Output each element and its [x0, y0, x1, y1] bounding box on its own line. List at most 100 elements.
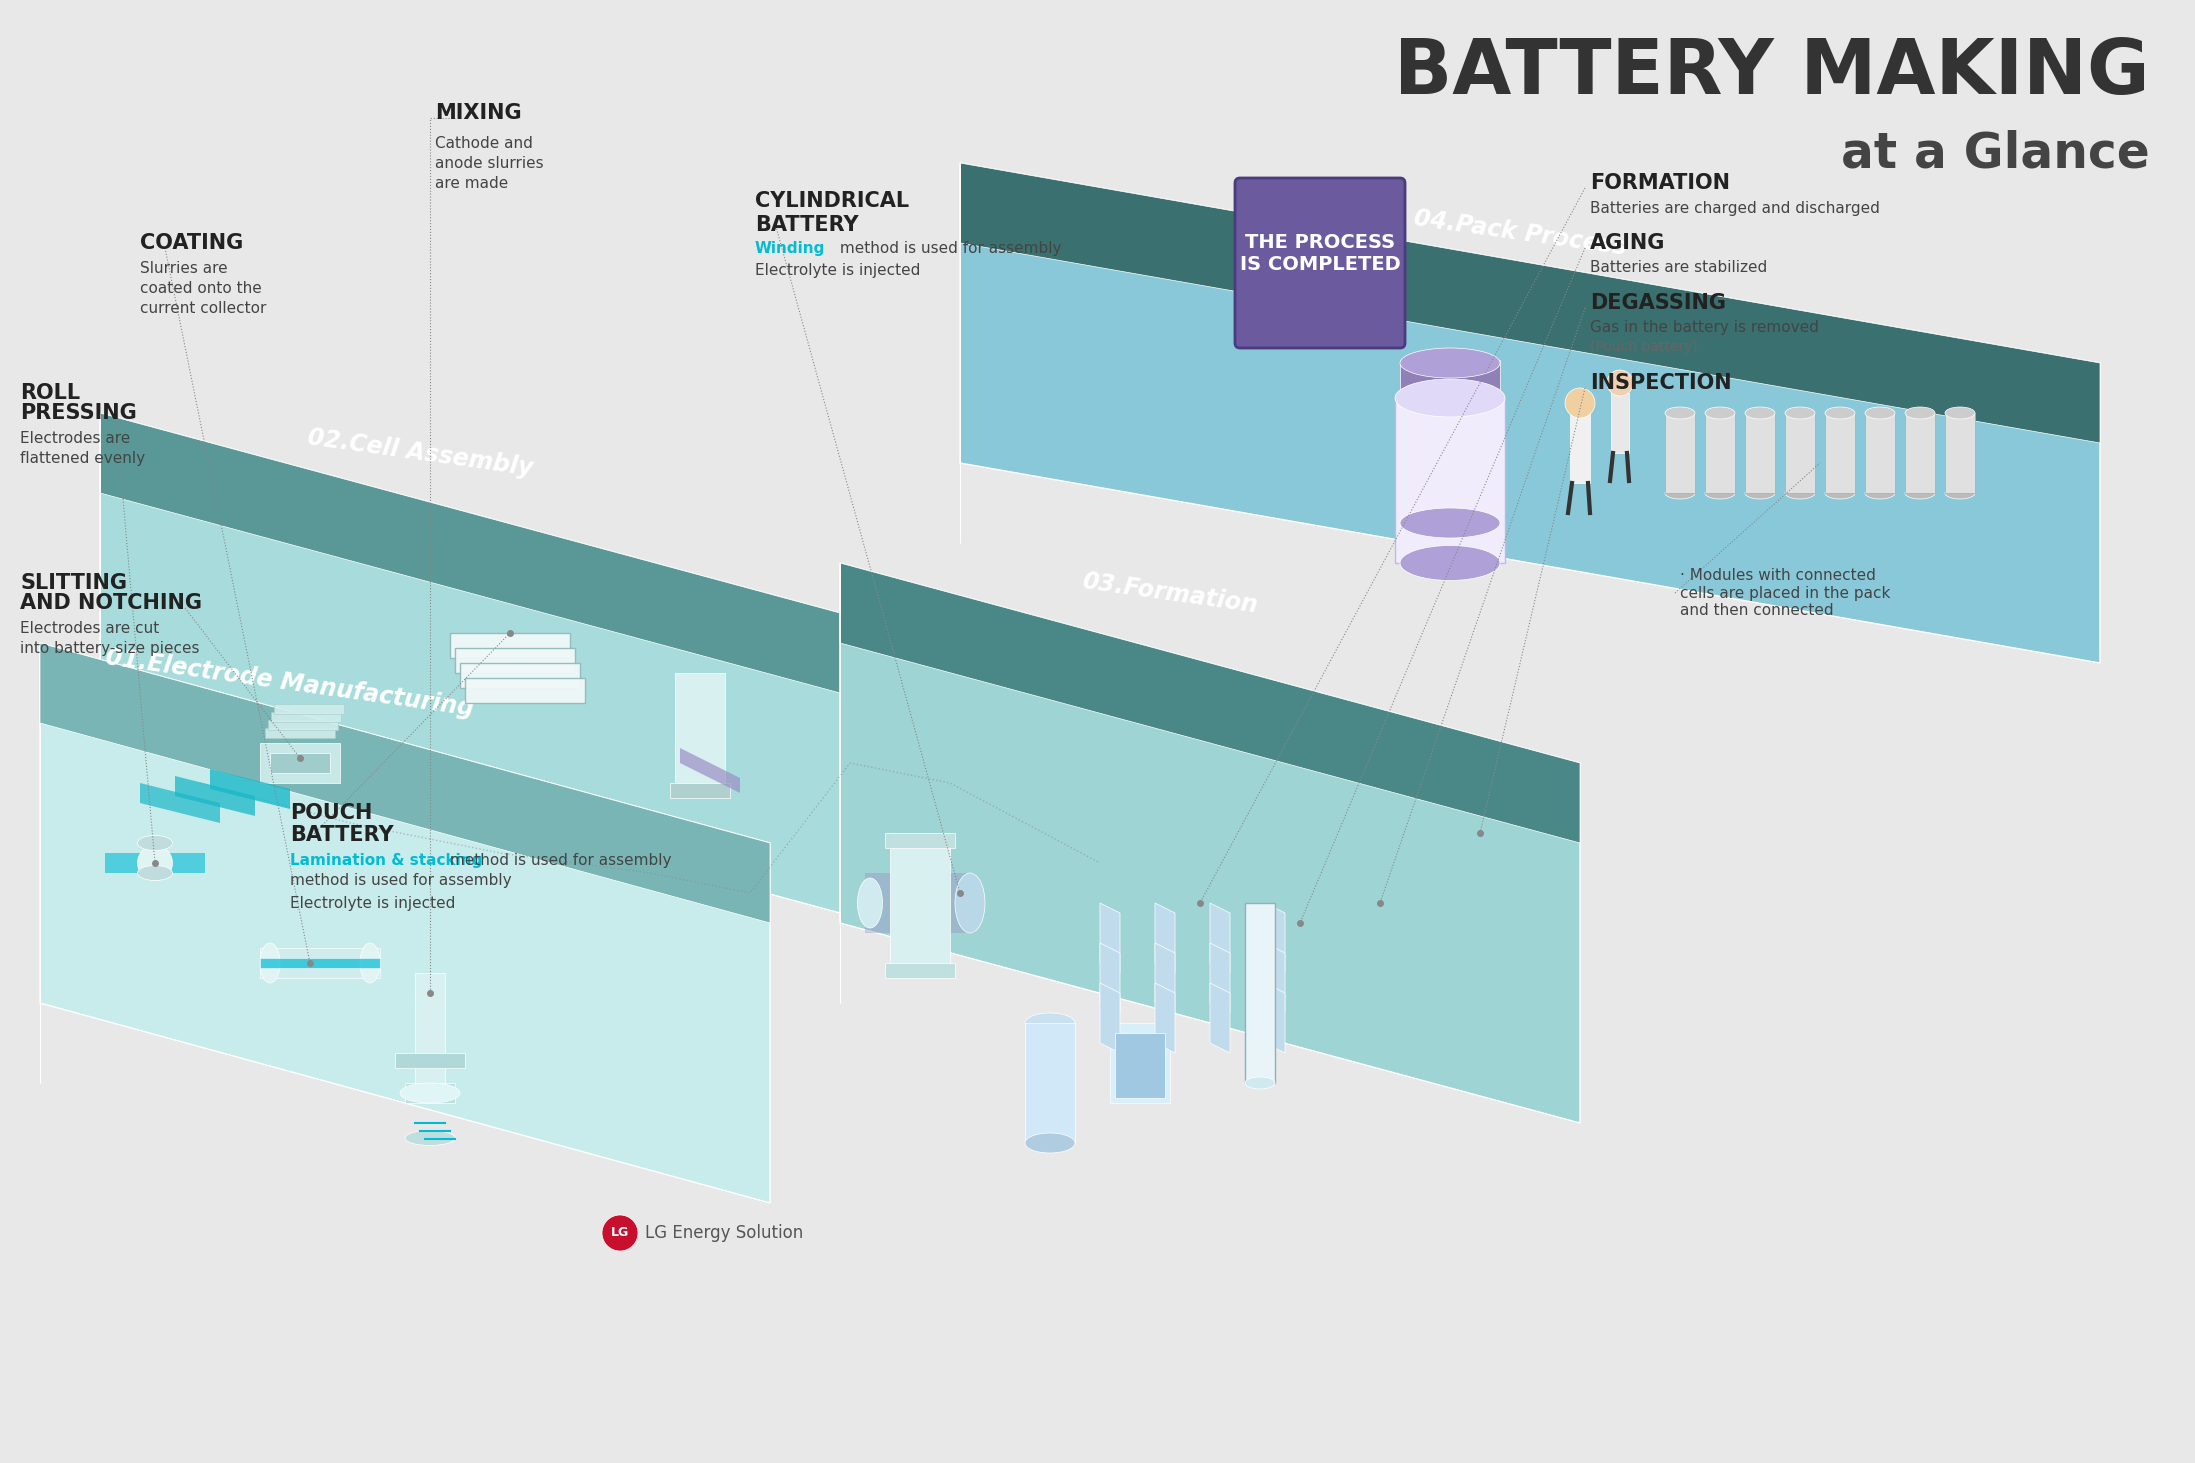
Text: LG: LG: [610, 1226, 630, 1239]
FancyBboxPatch shape: [1236, 178, 1405, 348]
Circle shape: [601, 1214, 639, 1251]
Polygon shape: [959, 162, 2101, 443]
Ellipse shape: [955, 873, 986, 933]
Ellipse shape: [1400, 388, 1499, 418]
Polygon shape: [1155, 903, 1174, 973]
Text: Batteries are stabilized: Batteries are stabilized: [1589, 259, 1767, 275]
Polygon shape: [140, 783, 220, 824]
Ellipse shape: [1824, 407, 1855, 418]
Bar: [1785, 413, 1815, 493]
Text: at a Glance: at a Glance: [1842, 129, 2149, 177]
Text: MIXING: MIXING: [435, 102, 522, 123]
Bar: [1824, 413, 1855, 493]
Ellipse shape: [1400, 348, 1499, 377]
Bar: [259, 743, 340, 783]
Ellipse shape: [1945, 407, 1976, 418]
Bar: [1866, 413, 1894, 493]
Text: BATTERY: BATTERY: [290, 825, 393, 846]
Ellipse shape: [1866, 487, 1894, 499]
Ellipse shape: [1945, 487, 1976, 499]
Ellipse shape: [1785, 487, 1815, 499]
Text: anode slurries: anode slurries: [435, 155, 544, 171]
Text: BATTERY MAKING: BATTERY MAKING: [1394, 37, 2149, 110]
Circle shape: [1565, 388, 1596, 418]
Text: 02.Cell Assembly: 02.Cell Assembly: [305, 426, 533, 481]
Polygon shape: [865, 873, 975, 933]
Bar: [669, 783, 731, 797]
Polygon shape: [1264, 944, 1284, 1012]
Text: INSPECTION: INSPECTION: [1589, 373, 1732, 394]
Ellipse shape: [1400, 508, 1499, 538]
Bar: [395, 1053, 465, 1068]
Bar: [1945, 413, 1976, 493]
Text: FORMATION: FORMATION: [1589, 173, 1730, 193]
Text: THE PROCESS
IS COMPLETED: THE PROCESS IS COMPLETED: [1240, 233, 1400, 274]
Polygon shape: [450, 633, 571, 658]
Text: Electrolyte is injected: Electrolyte is injected: [755, 262, 920, 278]
Ellipse shape: [1866, 407, 1894, 418]
Text: Lamination & stacking: Lamination & stacking: [290, 853, 483, 868]
Text: LG Energy Solution: LG Energy Solution: [645, 1225, 803, 1242]
Polygon shape: [1209, 983, 1229, 1053]
Polygon shape: [268, 720, 338, 730]
Polygon shape: [40, 644, 770, 1203]
Text: COATING: COATING: [140, 233, 244, 253]
Text: DEGASSING: DEGASSING: [1589, 293, 1725, 313]
Polygon shape: [274, 704, 345, 714]
Bar: [889, 832, 950, 973]
Polygon shape: [1100, 944, 1119, 1012]
Polygon shape: [1100, 903, 1119, 973]
Ellipse shape: [360, 944, 380, 983]
Polygon shape: [176, 775, 255, 816]
Text: current collector: current collector: [140, 300, 266, 316]
Bar: [1400, 480, 1499, 518]
Text: · Modules with connected
cells are placed in the pack
and then connected: · Modules with connected cells are place…: [1679, 568, 1890, 617]
Polygon shape: [1155, 944, 1174, 1012]
Polygon shape: [105, 853, 204, 873]
Text: Electrodes are cut: Electrodes are cut: [20, 620, 160, 635]
Text: AGING: AGING: [1589, 233, 1666, 253]
Bar: [1400, 519, 1499, 557]
Ellipse shape: [138, 866, 173, 881]
Bar: [259, 948, 380, 977]
Circle shape: [1607, 370, 1633, 396]
Bar: [1115, 1033, 1166, 1099]
Bar: [1569, 413, 1589, 483]
Polygon shape: [1155, 983, 1174, 1053]
Bar: [1245, 903, 1275, 1083]
Polygon shape: [40, 644, 770, 923]
Bar: [1396, 398, 1506, 563]
Text: Batteries are charged and discharged: Batteries are charged and discharged: [1589, 200, 1879, 215]
Ellipse shape: [406, 1131, 454, 1146]
Text: Slurries are: Slurries are: [140, 260, 228, 275]
Ellipse shape: [1706, 407, 1734, 418]
Text: 04.Pack Process: 04.Pack Process: [1411, 206, 1629, 260]
Text: ROLL: ROLL: [20, 383, 81, 402]
Ellipse shape: [138, 846, 173, 881]
Bar: [1706, 413, 1734, 493]
Bar: [270, 753, 329, 772]
Text: coated onto the: coated onto the: [140, 281, 261, 296]
Bar: [1400, 360, 1499, 398]
Ellipse shape: [1905, 407, 1936, 418]
Text: method is used for assembly: method is used for assembly: [446, 853, 672, 868]
Bar: [1666, 413, 1695, 493]
Ellipse shape: [1025, 1012, 1076, 1033]
Text: SLITTING: SLITTING: [20, 573, 127, 593]
Polygon shape: [211, 770, 290, 809]
Bar: [1111, 1023, 1170, 1103]
Ellipse shape: [399, 1083, 461, 1103]
Polygon shape: [461, 663, 579, 688]
Polygon shape: [1100, 983, 1119, 1053]
Polygon shape: [841, 563, 1580, 843]
Ellipse shape: [1824, 487, 1855, 499]
Text: AND NOTCHING: AND NOTCHING: [20, 593, 202, 613]
Polygon shape: [680, 748, 740, 793]
Bar: [1905, 413, 1936, 493]
Bar: [885, 832, 955, 849]
Text: into battery-size pieces: into battery-size pieces: [20, 641, 200, 655]
Text: Electrolyte is injected: Electrolyte is injected: [290, 895, 454, 910]
Bar: [1611, 394, 1629, 454]
Ellipse shape: [1785, 407, 1815, 418]
Ellipse shape: [138, 835, 173, 850]
